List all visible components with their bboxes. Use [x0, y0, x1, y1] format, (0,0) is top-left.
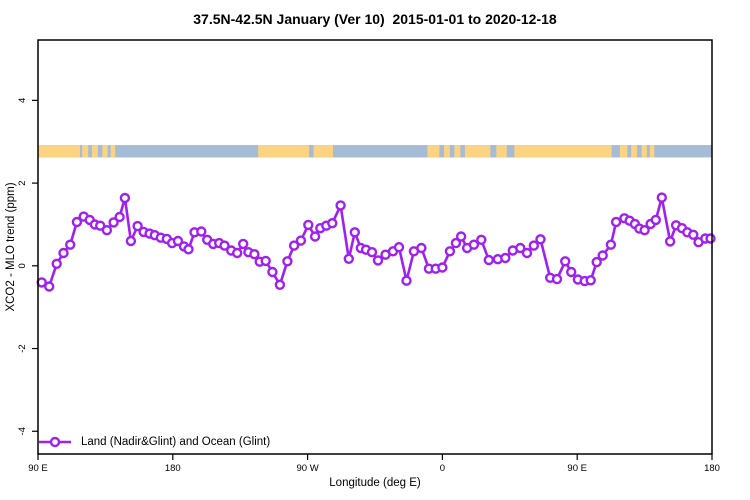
data-point-marker	[656, 192, 667, 203]
chart-title: 37.5N-42.5N January (Ver 10) 2015-01-01 …	[193, 11, 557, 27]
surface-band-land-segment	[82, 145, 89, 158]
surface-band-water-patch	[449, 145, 455, 158]
data-point-marker	[183, 244, 194, 255]
data-point-marker	[401, 275, 412, 286]
data-point-marker	[44, 281, 55, 292]
x-axis-title: Longitude (deg E)	[329, 477, 421, 489]
data-point-marker	[688, 229, 699, 241]
x-tick-label: 180	[165, 463, 181, 474]
data-point-marker	[114, 211, 125, 223]
plot-border	[37, 39, 713, 455]
data-point-marker	[349, 227, 360, 238]
data-point-marker	[71, 216, 83, 228]
legend-label: Land (Nadir&Glint) and Ocean (Glint)	[81, 436, 271, 448]
legend: Land (Nadir&Glint) and Ocean (Glint)	[38, 434, 270, 450]
data-point-marker	[366, 246, 378, 258]
data-point-marker	[528, 240, 539, 251]
data-point-marker	[450, 237, 462, 249]
surface-band-water-patch	[460, 145, 465, 158]
x-tick-label: 0	[440, 463, 445, 474]
y-tick-label: -4	[17, 427, 28, 435]
data-point-marker	[288, 240, 300, 251]
data-point-marker	[560, 256, 571, 267]
data-point-marker	[172, 235, 184, 247]
data-point-marker	[476, 234, 487, 246]
data-point-marker	[94, 220, 106, 231]
surface-band-water-patch	[439, 145, 444, 158]
x-tick-label: 90 E	[28, 463, 48, 474]
data-point-marker	[597, 250, 608, 261]
surface-band-water-patch	[506, 145, 515, 158]
data-point-marker	[455, 231, 467, 242]
data-point-marker	[444, 246, 456, 257]
data-point-marker	[585, 275, 596, 286]
x-tick-label: 90 W	[297, 463, 319, 474]
data-point-marker	[343, 253, 354, 264]
data-point-marker	[132, 220, 143, 232]
surface-band-land-segment	[91, 145, 98, 158]
surface-band-land-segment	[649, 145, 655, 158]
data-point-marker	[500, 252, 511, 264]
surface-band-land-segment	[619, 145, 628, 158]
data-point-marker	[231, 247, 243, 259]
data-point-marker	[639, 224, 650, 236]
data-point-marker	[610, 216, 622, 228]
data-point-marker	[51, 258, 62, 269]
data-point-marker	[483, 254, 494, 266]
data-point-marker	[125, 235, 137, 247]
surface-band-land-segment	[110, 145, 116, 158]
data-point-marker	[267, 266, 278, 278]
data-point-marker	[521, 247, 533, 259]
surface-band-land-segment	[38, 145, 80, 158]
surface-band-land-segment	[427, 145, 612, 158]
x-tick-label: 180	[704, 463, 720, 474]
surface-band-land-segment	[631, 145, 638, 158]
data-point-marker	[416, 242, 427, 254]
data-point-marker	[437, 262, 448, 273]
data-point-marker	[303, 219, 314, 231]
data-point-marker	[119, 192, 131, 204]
surface-band-water-patch	[309, 145, 314, 158]
y-tick-label: 0	[17, 263, 28, 268]
data-point-marker	[335, 200, 346, 211]
data-point-marker	[101, 224, 113, 236]
data-point-marker	[664, 236, 676, 247]
y-tick-label: -2	[17, 344, 28, 352]
data-point-marker	[566, 266, 577, 278]
data-point-marker	[309, 231, 321, 242]
data-point-marker	[468, 239, 480, 250]
data-point-marker	[249, 248, 260, 260]
data-point-marker	[591, 256, 602, 268]
data-point-marker	[58, 247, 69, 259]
surface-band-water-patch	[490, 145, 497, 158]
y-tick-label: 2	[17, 180, 28, 185]
data-point-marker	[605, 239, 617, 250]
data-point-marker	[535, 234, 546, 245]
data-point-marker	[515, 242, 526, 254]
data-point-marker	[219, 240, 230, 251]
data-point-marker	[274, 279, 286, 290]
data-point-marker	[327, 217, 338, 229]
data-point-marker	[282, 256, 293, 267]
y-tick-label: 4	[17, 98, 28, 103]
surface-band-land-segment	[102, 145, 108, 158]
data-point-marker	[260, 255, 271, 267]
data-point-marker	[705, 233, 716, 244]
surface-band-land-segment	[641, 145, 647, 158]
data-point-marker	[393, 241, 405, 253]
data-point-marker	[372, 255, 384, 266]
data-point-marker	[551, 273, 563, 285]
data-point-marker	[108, 217, 119, 228]
data-point-marker	[237, 238, 249, 250]
data-point-marker	[196, 226, 207, 237]
surface-band-land-segment	[258, 145, 334, 158]
data-point-marker	[64, 239, 76, 250]
x-tick-label: 90 E	[567, 463, 587, 474]
data-point-marker	[295, 235, 307, 246]
data-point-marker	[650, 214, 661, 226]
legend-line-marker-icon	[39, 436, 71, 448]
